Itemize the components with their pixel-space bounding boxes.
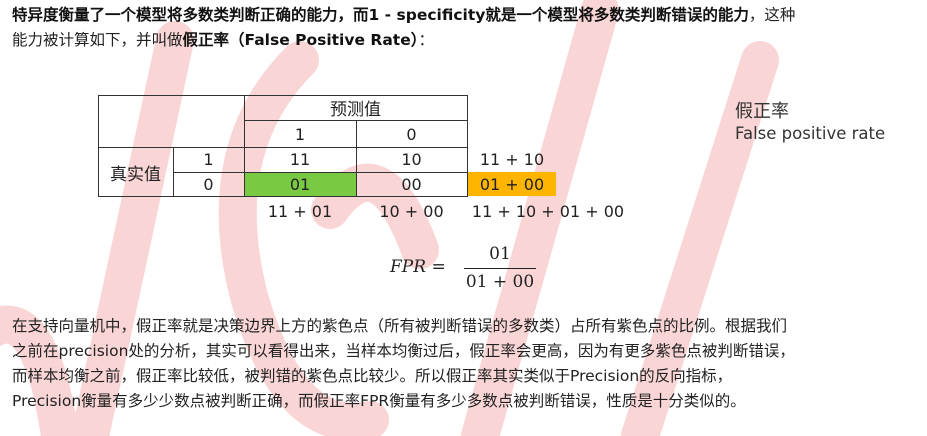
table-border — [244, 120, 467, 121]
table-border — [173, 147, 174, 197]
table-border — [98, 147, 467, 148]
predicted-header: 预测值 — [330, 100, 381, 120]
cell-01-highlight — [244, 172, 356, 196]
body-line-2: 之前在precision处的分析，其实可以看得出来，当样本均衡过后，假正率会更高… — [12, 342, 795, 360]
cell-01: 01 — [289, 174, 311, 194]
row0-sum-highlight — [468, 172, 556, 196]
intro-text-2b: ： — [418, 31, 434, 49]
row0-sum: 01 + 00 — [479, 174, 545, 194]
table-border — [98, 95, 99, 197]
body-line-1: 在支持向量机中，假正率就是决策边界上方的紫色点（所有被判断错误的多数类）占所有紫… — [12, 317, 788, 335]
fpr-formula: FPR = 01 01 + 00 — [390, 244, 540, 294]
col0-sum: 10 + 00 — [379, 201, 444, 221]
formula-denominator: 01 + 00 — [465, 272, 535, 292]
intro-line-1: 特异度衡量了一个模型将多数类判断正确的能力，而1 - specificity就是… — [12, 3, 917, 28]
intro-text-1b: ，这种 — [748, 6, 796, 24]
total-sum: 11 + 10 + 01 + 00 — [471, 201, 625, 221]
cell-11: 11 — [289, 150, 311, 169]
pred-col-1: 1 — [294, 124, 306, 144]
col1-sum: 11 + 01 — [267, 201, 333, 221]
fpr-label-zh: 假正率 — [735, 101, 789, 122]
table-border — [98, 95, 467, 96]
row1-sum: 11 + 10 — [479, 150, 545, 169]
body-paragraph: 在支持向量机中，假正率就是决策边界上方的紫色点（所有被判断错误的多数类）占所有紫… — [12, 314, 917, 414]
table-border — [98, 196, 467, 197]
intro-bold-1: 特异度衡量了一个模型将多数类判断正确的能力，而1 - specificity就是… — [12, 6, 749, 24]
cell-00: 00 — [401, 174, 422, 194]
formula-lhs: FPR = — [390, 257, 446, 277]
table-border — [244, 95, 245, 197]
cell-10: 10 — [401, 150, 422, 169]
formula-numerator: 01 — [489, 244, 511, 264]
fraction-bar — [464, 268, 536, 269]
actual-row-1: 1 — [203, 150, 214, 169]
table-border — [173, 172, 467, 173]
intro-line-2: 能力被计算如下，并叫做假正率（False Positive Rate）： — [12, 28, 917, 53]
body-line-4: Precision衡量有多少少数点被判断正确，而假正率FPR衡量有多少多数点被判… — [12, 392, 746, 410]
body-line-3: 而样本均衡之前，假正率比较低，被判错的紫色点比较少。所以假正率其实类似于Prec… — [12, 367, 733, 385]
intro-bold-2: 假正率（False Positive Rate） — [182, 31, 419, 49]
intro-paragraph: 特异度衡量了一个模型将多数类判断正确的能力，而1 - specificity就是… — [12, 3, 917, 53]
intro-text-2a: 能力被计算如下，并叫做 — [12, 31, 183, 49]
table-border — [356, 120, 357, 197]
actual-row-0: 0 — [203, 174, 214, 194]
fpr-label-en: False positive rate — [735, 124, 886, 143]
actual-header: 真实值 — [110, 164, 161, 185]
pred-col-0: 0 — [406, 124, 417, 144]
table-border — [467, 95, 468, 197]
